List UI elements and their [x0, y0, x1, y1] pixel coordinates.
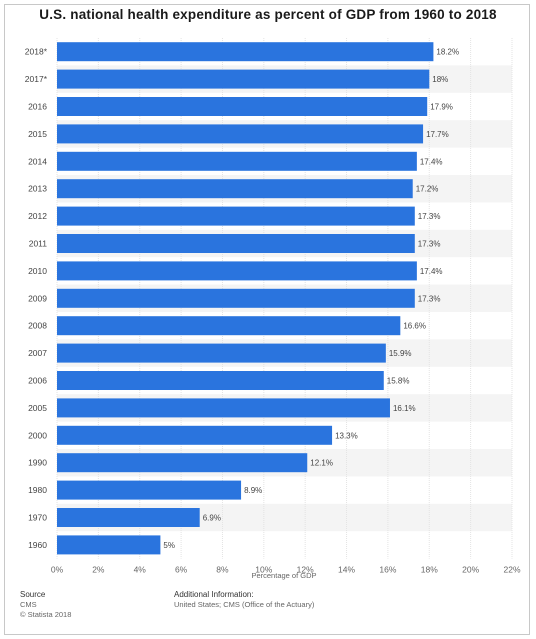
bar-2007[interactable] [57, 343, 386, 363]
value-label: 6.9% [203, 514, 221, 523]
value-label: 16.1% [393, 404, 416, 413]
bar-2009[interactable] [57, 288, 415, 308]
bar-2018-est[interactable] [57, 42, 434, 62]
category-label: 2014 [28, 156, 47, 166]
category-label: 2009 [28, 293, 47, 303]
value-labels: 18.2% 18% 17.9% 17.7% 17.4% 17.2% 17.3% 17.3% 17… [163, 48, 459, 550]
x-tick-label: 10% [255, 565, 272, 575]
source-text: CMS [20, 600, 37, 609]
bar-1970[interactable] [57, 508, 200, 527]
value-label: 13.3% [335, 431, 358, 440]
x-tick-label: 2% [92, 565, 105, 575]
value-label: 17.3% [418, 294, 441, 303]
category-label: 2018* [25, 47, 48, 57]
x-tick-label: 14% [338, 565, 355, 575]
source-block: Source CMS © Statista 2018 [20, 590, 71, 620]
category-label: 1990 [28, 458, 47, 468]
value-label: 5% [163, 541, 175, 550]
value-label: 16.6% [403, 322, 426, 331]
value-label: 17.4% [420, 267, 443, 276]
value-label: 18% [432, 75, 448, 84]
category-label: 2010 [28, 266, 47, 276]
x-axis-ticks: 0% 2% 4% 6% 8% 10% 12% 14% 16% 18% 20% 22% [51, 565, 521, 575]
bar-2005[interactable] [57, 398, 390, 418]
value-label: 17.4% [420, 157, 443, 166]
category-label: 2017* [25, 74, 48, 84]
value-label: 15.9% [389, 349, 412, 358]
category-label: 2008 [28, 321, 47, 331]
x-tick-label: 4% [134, 565, 147, 575]
bar-2011[interactable] [57, 234, 415, 253]
x-tick-label: 18% [421, 565, 438, 575]
category-label: 2007 [28, 348, 47, 358]
category-label: 2016 [28, 102, 47, 112]
bar-2013[interactable] [57, 179, 413, 199]
category-label: 2015 [28, 129, 47, 139]
value-label: 18.2% [436, 48, 459, 57]
value-label: 17.7% [426, 130, 449, 139]
bar-2008[interactable] [57, 316, 401, 336]
x-tick-label: 0% [51, 565, 64, 575]
bar-2006[interactable] [57, 371, 384, 390]
category-labels: 2018* 2017* 2016 2015 2014 2013 2012 2011 2010 20… [25, 47, 48, 550]
bar-1990[interactable] [57, 453, 308, 473]
x-tick-label: 22% [503, 565, 520, 575]
bar-2016[interactable] [57, 97, 428, 116]
category-label: 2000 [28, 430, 47, 440]
bar-2000[interactable] [57, 425, 333, 445]
x-tick-label: 16% [379, 565, 396, 575]
bar-2017-est[interactable] [57, 69, 430, 89]
value-label: 8.9% [244, 486, 262, 495]
value-label: 17.3% [418, 212, 441, 221]
value-label: 17.2% [416, 185, 439, 194]
bar-1960[interactable] [57, 535, 161, 555]
bar-1980[interactable] [57, 480, 242, 500]
category-label: 2012 [28, 211, 47, 221]
value-label: 17.3% [418, 240, 441, 249]
value-label: 15.8% [387, 377, 410, 386]
value-label: 12.1% [310, 459, 333, 468]
category-label: 1980 [28, 485, 47, 495]
x-tick-label: 20% [462, 565, 479, 575]
bar-2014[interactable] [57, 151, 417, 171]
x-tick-label: 6% [175, 565, 188, 575]
bars [57, 42, 434, 555]
copyright-text: © Statista 2018 [20, 610, 72, 619]
x-tick-label: 8% [216, 565, 229, 575]
category-label: 2011 [29, 239, 48, 249]
category-label: 2006 [28, 376, 47, 386]
source-heading: Source [20, 590, 46, 599]
additional-info-text: United States; CMS (Office of the Actuar… [174, 600, 315, 609]
chart-title: U.S. national health expenditure as perc… [39, 7, 497, 22]
additional-info-heading: Additional Information: [174, 590, 254, 599]
bar-2010[interactable] [57, 261, 417, 281]
value-label: 17.9% [430, 103, 453, 112]
x-tick-label: 12% [297, 565, 314, 575]
bar-2015[interactable] [57, 124, 424, 144]
category-label: 2005 [28, 403, 47, 413]
bar-2012[interactable] [57, 206, 415, 226]
category-label: 2013 [28, 184, 47, 194]
category-label: 1970 [28, 513, 47, 523]
x-axis-label: Percentage of GDP [251, 571, 316, 580]
additional-info-block: Additional Information: United States; C… [174, 590, 314, 610]
category-label: 1960 [28, 540, 47, 550]
